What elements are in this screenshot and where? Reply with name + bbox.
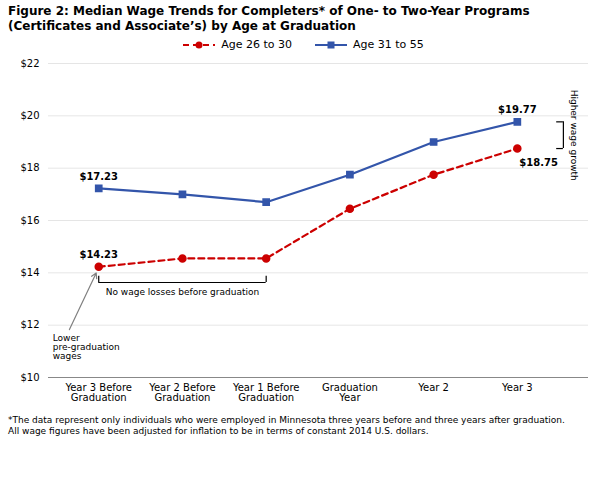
html-text:Figure 2: Median Wage Trends f: Figure 2: Median Wage Trends for Complet… (8, 4, 530, 18)
svg-text:$14.23: $14.23 (79, 249, 118, 260)
svg-text:Year 2: Year 2 (417, 382, 449, 393)
svg-text:No wage losses before graduati: No wage losses before graduation (106, 287, 259, 297)
svg-text:$16: $16 (20, 215, 39, 226)
svg-text:$20: $20 (20, 110, 39, 121)
svg-text:$17.23: $17.23 (79, 171, 118, 182)
svg-text:$18: $18 (20, 162, 39, 173)
svg-text:$22: $22 (20, 58, 39, 69)
svg-text:$12: $12 (20, 319, 39, 330)
html-text:Age 26 to 30: Age 26 to 30 (221, 38, 292, 51)
svg-text:$18.75: $18.75 (519, 157, 558, 168)
svg-text:Year 3: Year 3 (501, 382, 533, 393)
svg-text:Higher wage growth: Higher wage growth (569, 90, 579, 181)
svg-text:$10: $10 (20, 372, 39, 383)
html-text:*The data represent only indiv: *The data represent only individuals who… (8, 415, 565, 436)
svg-text:$19.77: $19.77 (498, 104, 537, 115)
html-text:(Certificates and Associate’s): (Certificates and Associate’s) by Age at… (8, 19, 356, 33)
svg-text:$14: $14 (20, 267, 39, 278)
svg-text:GraduationYear: GraduationYear (322, 382, 378, 403)
svg-text:Lowerpre-graduationwages: Lowerpre-graduationwages (53, 333, 120, 361)
svg-text:Year 1 BeforeGraduation: Year 1 BeforeGraduation (232, 382, 300, 403)
html-text:Age 31 to 55: Age 31 to 55 (353, 38, 424, 51)
svg-text:Year 3 BeforeGraduation: Year 3 BeforeGraduation (64, 382, 132, 403)
svg-text:Year 2 BeforeGraduation: Year 2 BeforeGraduation (148, 382, 216, 403)
